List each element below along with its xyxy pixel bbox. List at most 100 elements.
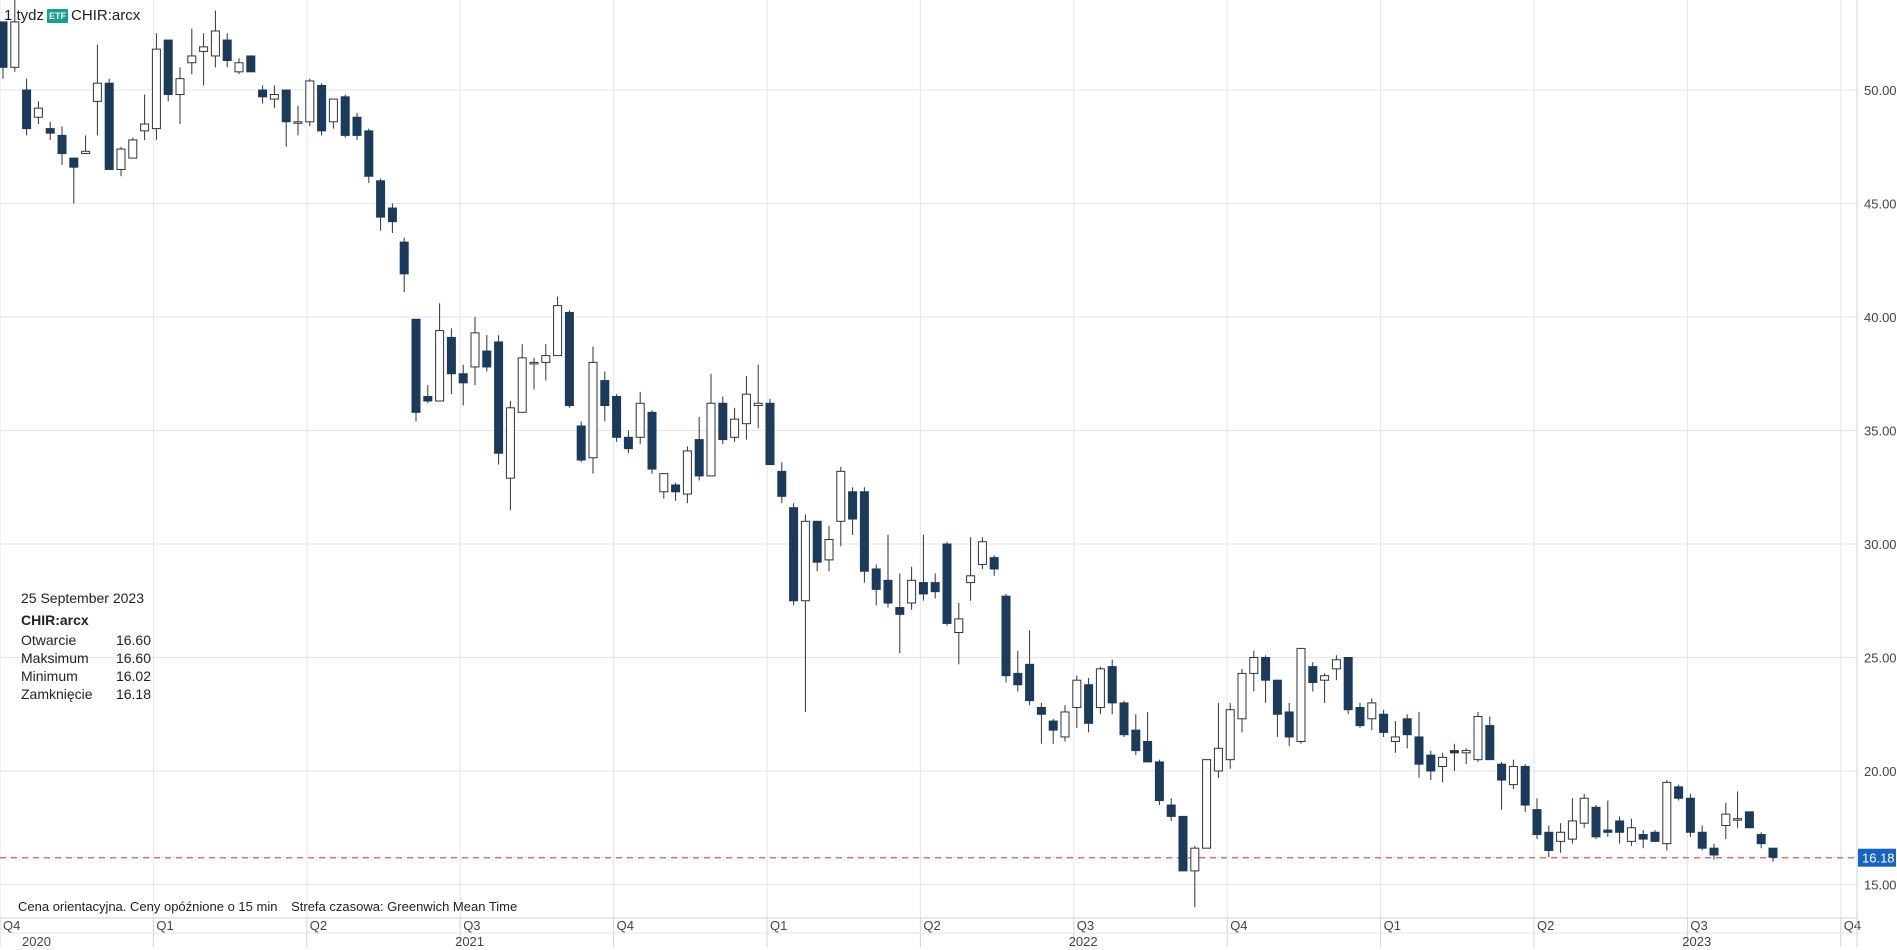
candle-body [1579, 797, 1589, 824]
candle-body [1308, 666, 1318, 683]
interval-label[interactable]: 1 tydz [4, 7, 45, 24]
tooltip-row-open: Otwarcie 16.60 [21, 631, 151, 649]
x-tick-label: Q3 [463, 918, 480, 933]
chart-header: 1 tydz ETF CHIR:arcx [4, 7, 140, 24]
candle-body [824, 538, 834, 561]
tooltip-low-label: Minimum [21, 668, 78, 684]
candle-body [1131, 729, 1141, 752]
candles [0, 0, 1778, 908]
candle-body [1626, 827, 1636, 842]
candle-body [1744, 811, 1754, 829]
candle-body [151, 48, 161, 130]
x-year-label: 2021 [455, 934, 484, 949]
candle-body [753, 402, 763, 407]
tooltip-close-label: Zamknięcie [21, 686, 93, 702]
tooltip-close-value: 16.18 [115, 686, 151, 702]
tooltip-open-label: Otwarcie [21, 632, 77, 648]
candle-body [1485, 725, 1495, 761]
candle-body [1756, 834, 1766, 845]
grid-lines [0, 0, 1857, 918]
candle-body [918, 582, 928, 595]
candle-body [1402, 718, 1412, 736]
candle-body [340, 96, 350, 136]
candle-body [1154, 761, 1164, 802]
etf-badge: ETF [47, 8, 69, 23]
candle-body [871, 568, 881, 590]
candle-body [1367, 702, 1377, 720]
candle-body [234, 62, 244, 73]
candle-body [258, 89, 268, 98]
candle-body [848, 491, 858, 520]
candle-body [1697, 831, 1707, 849]
candle-body [647, 411, 657, 470]
x-tick-label: Q1 [770, 918, 787, 933]
x-tick-label: Q2 [310, 918, 327, 933]
x-tick-label: Q4 [3, 918, 20, 933]
candle-body [1638, 834, 1648, 840]
candle-body [1190, 847, 1200, 872]
candle-body [1166, 804, 1176, 817]
ohlc-tooltip: 25 September 2023 CHIR:arcx Otwarcie 16.6… [21, 589, 151, 703]
candle-body [352, 116, 362, 136]
candle-body [789, 507, 799, 602]
candle-body [175, 78, 185, 96]
candle-body [800, 520, 810, 602]
candle-body [45, 128, 55, 134]
candle-body [1520, 765, 1530, 806]
tooltip-row-high: Maksimum 16.60 [21, 649, 151, 667]
candle-body [293, 121, 303, 124]
candle-body [600, 380, 610, 407]
candle-body [140, 123, 150, 132]
candle-body [635, 402, 645, 438]
candle-body [1320, 675, 1330, 681]
candle-body [1343, 657, 1353, 711]
x-tick-label: Q1 [156, 918, 173, 933]
candle-body [1733, 818, 1743, 821]
candle-body [812, 520, 822, 563]
candle-body [57, 134, 67, 155]
candle-body [1072, 679, 1082, 708]
price-note: Cena orientacyjna. Ceny opóźnione o 15 m… [18, 899, 278, 914]
candle-body [1768, 847, 1778, 858]
tooltip-high-label: Maksimum [21, 650, 89, 666]
candle-body [942, 543, 952, 624]
candle-body [966, 575, 976, 584]
candle-body [1261, 657, 1271, 681]
candle-body [387, 207, 397, 223]
candle-body [895, 607, 905, 615]
candle-body [1473, 716, 1483, 761]
y-tick-label: 20.00 [1864, 764, 1897, 779]
candle-body [1107, 666, 1117, 704]
candle-body [989, 557, 999, 570]
candle-body [269, 94, 279, 100]
candle-body [1497, 763, 1507, 781]
candle-body [1178, 815, 1188, 872]
candle-body [517, 357, 527, 413]
candle-body [576, 425, 586, 461]
candle-body [1674, 786, 1684, 799]
tooltip-open-value: 16.60 [115, 632, 151, 648]
candle-body [671, 484, 681, 493]
candle-body [187, 55, 197, 64]
candle-body [1060, 711, 1070, 738]
candle-body [33, 107, 43, 118]
symbol-label[interactable]: CHIR:arcx [71, 7, 141, 24]
candle-body [1036, 706, 1046, 715]
candle-body [765, 402, 775, 466]
candle-body [1414, 736, 1424, 765]
tooltip-symbol: CHIR:arcx [21, 612, 89, 628]
candle-body [22, 89, 32, 130]
candle-body [163, 39, 173, 96]
candle-body [659, 473, 669, 493]
candle-body [1556, 831, 1566, 842]
x-tick-label: Q2 [923, 918, 940, 933]
candle-body [694, 439, 704, 477]
candle-body [1709, 847, 1719, 856]
candle-body [730, 418, 740, 438]
candle-body [564, 311, 574, 407]
candle-body [305, 80, 315, 123]
candle-body [1615, 820, 1625, 833]
timezone-note: Strefa czasowa: Greenwich Mean Time [291, 899, 518, 914]
candle-body [1461, 750, 1471, 754]
